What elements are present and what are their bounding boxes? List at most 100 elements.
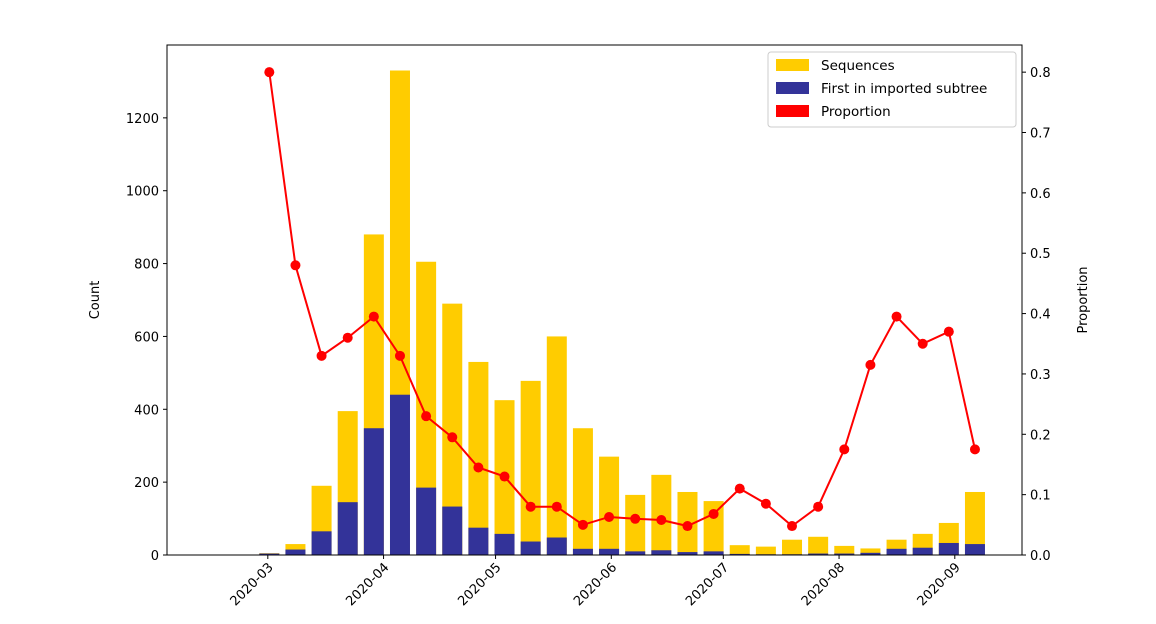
bar-sequences	[755, 546, 776, 555]
y-axis-label: Count	[88, 281, 103, 320]
bar-sequences	[520, 380, 541, 555]
y2-axis-label: Proportion	[1076, 266, 1091, 333]
bar-first-in-imported-subtree	[363, 428, 384, 555]
bar-first-in-imported-subtree	[337, 502, 358, 555]
legend-swatch-first	[776, 82, 809, 94]
proportion-point	[839, 444, 850, 455]
bar-first-in-imported-subtree	[311, 531, 332, 555]
y-tick-label: 400	[134, 403, 159, 418]
legend-swatch-proportion	[776, 105, 809, 117]
bar-sequences	[860, 548, 881, 555]
bar-first-in-imported-subtree	[808, 553, 829, 555]
bar-sequences	[572, 428, 593, 555]
proportion-point	[682, 521, 693, 532]
proportion-point	[604, 511, 615, 522]
bar-first-in-imported-subtree	[651, 550, 672, 555]
bar-sequences	[782, 539, 803, 555]
bar-sequences	[546, 336, 567, 555]
proportion-point	[499, 471, 510, 482]
proportion-point	[577, 519, 588, 530]
x-axis: 2020-03 2020-04 2020-05 2020-06 2020-07 2020-…	[228, 555, 964, 609]
bar-first-in-imported-subtree	[599, 548, 620, 555]
proportion-point	[473, 462, 484, 473]
y2-tick-label: 0.2	[1030, 428, 1051, 443]
y2-tick-label: 0.4	[1030, 308, 1051, 323]
left-axis: 0 200 400 600 800 1000 1200	[126, 112, 167, 564]
bar-sequences	[651, 474, 672, 555]
proportion-point	[760, 498, 771, 509]
x-tick-label: 2020-08	[799, 560, 848, 609]
y2-tick-label: 0.5	[1030, 247, 1051, 262]
x-tick-label: 2020-05	[455, 560, 504, 609]
bar-sequences	[729, 545, 750, 555]
x-tick-label: 2020-04	[343, 560, 392, 609]
x-tick-label: 2020-06	[571, 560, 620, 609]
proportion-point	[969, 444, 980, 455]
bar-first-in-imported-subtree	[546, 537, 567, 555]
legend: Sequences First in imported subtree Prop…	[767, 51, 1017, 128]
bar-first-in-imported-subtree	[494, 533, 515, 555]
proportion-point	[734, 483, 745, 494]
bar-first-in-imported-subtree	[572, 548, 593, 555]
proportion-series	[264, 67, 980, 532]
proportion-point	[264, 67, 275, 78]
right-axis: 0.0 0.1 0.2 0.3 0.4 0.5 0.6 0.7 0.8	[1022, 66, 1051, 564]
bar-first-in-imported-subtree	[442, 506, 463, 555]
bar-first-in-imported-subtree	[259, 553, 280, 555]
bar-first-in-imported-subtree	[520, 541, 541, 555]
x-tick-label: 2020-07	[683, 560, 732, 609]
proportion-point	[447, 432, 458, 443]
bar-sequences	[625, 494, 646, 555]
bar-sequences	[468, 361, 489, 555]
proportion-line	[268, 72, 976, 528]
bar-first-in-imported-subtree	[468, 527, 489, 555]
proportion-point	[708, 508, 719, 519]
y-tick-label: 0	[151, 549, 159, 564]
y-tick-label: 800	[134, 258, 159, 273]
proportion-point	[525, 501, 536, 512]
bar-first-in-imported-subtree	[729, 553, 750, 555]
proportion-point	[891, 311, 902, 322]
proportion-point	[943, 326, 954, 337]
plot-frame	[166, 44, 1023, 556]
bar-sequences	[964, 491, 985, 555]
legend-swatch-sequences	[776, 59, 809, 71]
first-in-imported-subtree-bars	[259, 394, 985, 555]
bar-first-in-imported-subtree	[964, 544, 985, 555]
proportion-point	[865, 359, 876, 370]
bar-first-in-imported-subtree	[860, 552, 881, 555]
proportion-point	[368, 311, 379, 322]
y2-tick-label: 0.0	[1030, 549, 1051, 564]
bar-first-in-imported-subtree	[886, 548, 907, 555]
bar-first-in-imported-subtree	[285, 549, 306, 555]
bar-sequences	[703, 501, 724, 555]
legend-label-sequences: Sequences	[821, 58, 895, 74]
proportion-point	[551, 501, 562, 512]
proportion-point	[656, 514, 667, 525]
bar-sequences	[599, 456, 620, 555]
y-tick-label: 1200	[126, 112, 159, 127]
bar-sequences	[808, 536, 829, 555]
bar-sequences	[416, 261, 437, 555]
legend-box	[767, 51, 1017, 128]
x-tick-label: 2020-03	[228, 560, 277, 609]
proportion-point	[342, 332, 353, 343]
bar-first-in-imported-subtree	[938, 542, 959, 555]
y2-tick-label: 0.3	[1030, 368, 1051, 383]
bar-first-in-imported-subtree	[416, 487, 437, 555]
legend-label-proportion: Proportion	[821, 104, 891, 120]
y-tick-label: 1000	[126, 185, 159, 200]
bar-first-in-imported-subtree	[389, 394, 410, 555]
y-tick-label: 200	[134, 476, 159, 491]
bar-first-in-imported-subtree	[834, 553, 855, 555]
y2-tick-label: 0.1	[1030, 489, 1051, 504]
proportion-point	[917, 338, 928, 349]
proportion-point	[421, 411, 432, 422]
bar-first-in-imported-subtree	[703, 551, 724, 555]
legend-label-first: First in imported subtree	[821, 81, 987, 97]
bar-first-in-imported-subtree	[912, 547, 933, 555]
y2-tick-label: 0.7	[1030, 127, 1051, 142]
bar-first-in-imported-subtree	[625, 551, 646, 555]
y2-tick-label: 0.8	[1030, 66, 1051, 81]
